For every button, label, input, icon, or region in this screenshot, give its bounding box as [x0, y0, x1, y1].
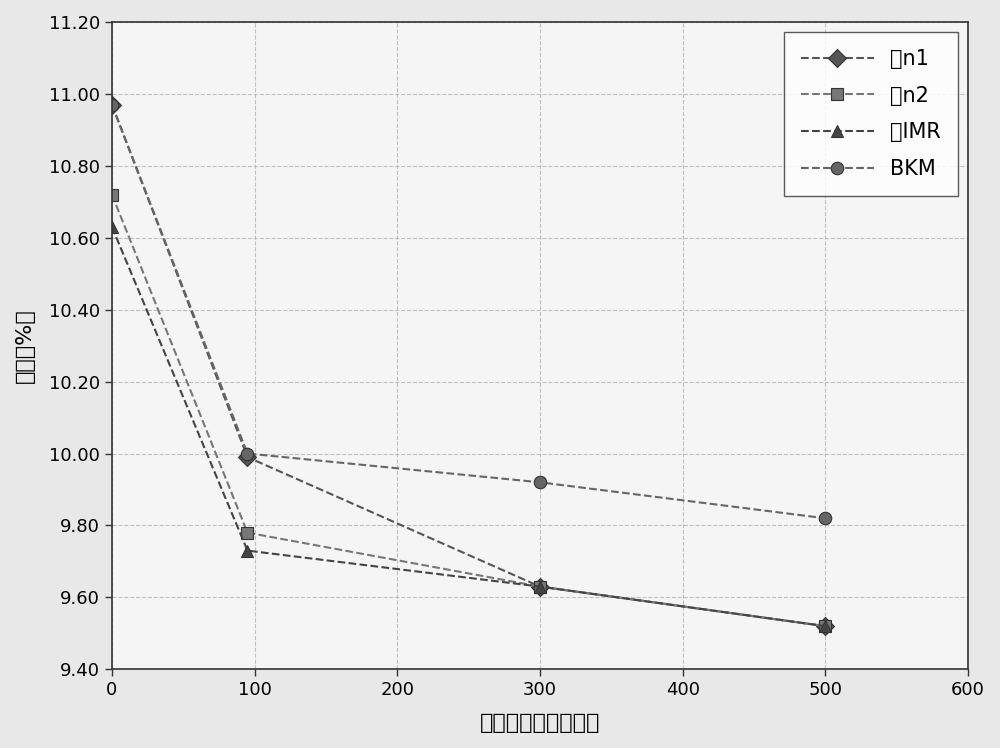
Legend: 无n1, 薄n2, 无IMR, BKM: 无n1, 薄n2, 无IMR, BKM [784, 32, 958, 196]
无IMR [241, 546, 253, 555]
BKM [241, 449, 253, 458]
薄n2 [819, 622, 831, 631]
无IMR [819, 622, 831, 631]
无IMR [106, 222, 118, 231]
无n1 [819, 622, 831, 631]
BKM [106, 100, 118, 109]
无n1 [241, 453, 253, 462]
X-axis label: 光曝露时间（小时）: 光曝露时间（小时） [480, 713, 600, 733]
Line: 薄n2: 薄n2 [106, 188, 832, 632]
BKM [819, 514, 831, 523]
无n1 [106, 100, 118, 109]
Y-axis label: 效率（%）: 效率（%） [15, 308, 35, 383]
薄n2 [106, 190, 118, 199]
BKM [534, 478, 546, 487]
无n1 [534, 582, 546, 591]
Line: 无n1: 无n1 [106, 99, 832, 632]
无IMR [534, 582, 546, 591]
薄n2 [241, 528, 253, 537]
Line: 无IMR: 无IMR [106, 221, 832, 632]
薄n2 [534, 582, 546, 591]
Line: BKM: BKM [106, 99, 832, 524]
